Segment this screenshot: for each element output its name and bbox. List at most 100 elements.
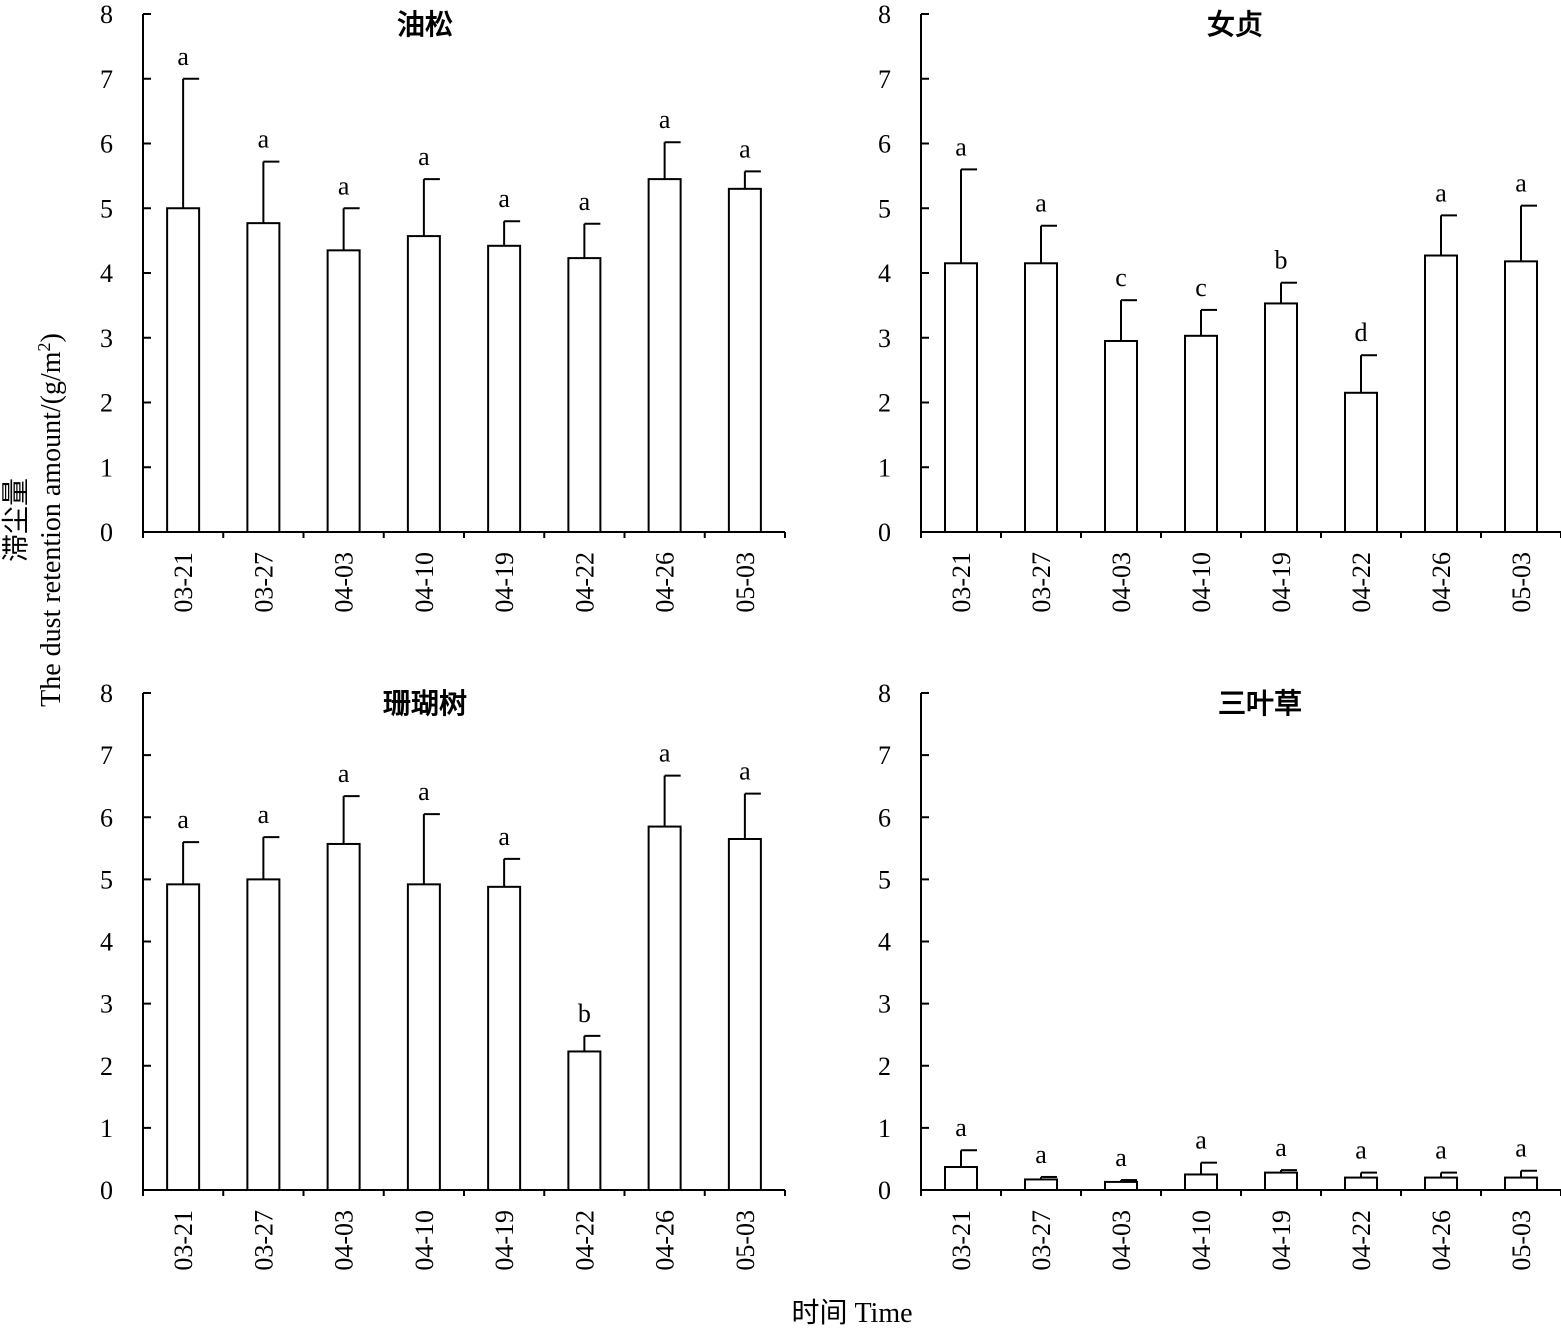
x-axis-title: 时间 Time	[791, 1297, 912, 1329]
significance-label: a	[1275, 1133, 1287, 1162]
significance-label: a	[1115, 1143, 1127, 1172]
bar	[727, 187, 762, 533]
y-tick-label: 7	[878, 65, 891, 94]
bar	[1104, 1180, 1138, 1191]
bar	[1504, 1176, 1538, 1191]
x-tick-label: 05-03	[1507, 552, 1536, 613]
x-tick-label: 04-26	[651, 552, 680, 613]
bar	[1024, 1178, 1058, 1191]
bar	[1264, 302, 1298, 533]
x-tick-label: 04-10	[410, 1210, 439, 1271]
y-tick-label: 4	[100, 928, 113, 957]
bar	[406, 235, 441, 533]
significance-label: a	[1355, 1136, 1367, 1165]
x-tick-label: 04-03	[1107, 1210, 1136, 1271]
significance-label: a	[1515, 169, 1527, 198]
significance-label: a	[418, 777, 430, 806]
significance-label: a	[659, 105, 671, 134]
y-tick-label: 1	[878, 1114, 891, 1143]
bar	[487, 244, 522, 533]
bar	[1504, 260, 1538, 533]
bar	[166, 883, 201, 1191]
y-tick-label: 0	[100, 518, 113, 547]
bar	[246, 878, 281, 1191]
bar	[166, 207, 201, 533]
significance-label: a	[1195, 1126, 1207, 1155]
bar	[647, 825, 682, 1191]
y-tick-label: 7	[100, 65, 113, 94]
y-tick-label: 5	[878, 194, 891, 223]
significance-label: a	[258, 125, 270, 154]
x-tick-label: 03-21	[947, 552, 976, 613]
significance-label: a	[955, 1113, 967, 1142]
x-tick-label: 04-03	[1107, 552, 1136, 613]
bar	[1184, 334, 1218, 533]
y-tick-label: 1	[878, 453, 891, 482]
x-tick-label: 04-19	[490, 1210, 519, 1271]
significance-label: a	[579, 187, 591, 216]
x-tick-label: 04-10	[1187, 1210, 1216, 1271]
x-tick-label: 03-21	[947, 1210, 976, 1271]
y-tick-label: 6	[878, 803, 891, 832]
panel-title: 女贞	[1207, 8, 1263, 41]
bar	[246, 222, 281, 534]
bar	[1424, 1176, 1458, 1191]
x-tick-label: 03-27	[249, 552, 278, 613]
x-tick-label: 04-10	[410, 552, 439, 613]
y-tick-label: 6	[100, 803, 113, 832]
y-axis-title: 滞尘量 The dust retention amount/(g/m2)	[0, 333, 67, 707]
x-tick-label: 04-26	[1427, 1210, 1456, 1271]
x-tick-label: 04-10	[1187, 552, 1216, 613]
x-tick-label: 05-03	[731, 1210, 760, 1271]
significance-label: a	[955, 132, 967, 161]
y-tick-label: 2	[878, 1052, 891, 1081]
significance-label: a	[659, 739, 671, 768]
x-tick-label: 04-22	[570, 552, 599, 613]
y-tick-label: 6	[878, 130, 891, 159]
y-tick-label: 1	[100, 453, 113, 482]
panel-title: 三叶草	[1218, 688, 1302, 720]
significance-label: a	[739, 757, 751, 786]
x-tick-label: 04-26	[1427, 552, 1456, 613]
significance-label: b	[1275, 246, 1288, 275]
significance-label: a	[258, 800, 270, 829]
y-tick-label: 8	[878, 679, 891, 708]
significance-label: a	[418, 142, 430, 171]
significance-label: c	[1195, 273, 1207, 302]
x-tick-label: 03-21	[169, 1210, 198, 1271]
x-tick-label: 03-27	[249, 1210, 278, 1271]
bar	[1024, 262, 1058, 533]
bar	[487, 885, 522, 1192]
bar	[326, 249, 361, 533]
bar	[1264, 1171, 1298, 1191]
panels: 0 1 2 3 4 5 6 7 8 油松 a 03-21 a 03-27 a 04-03 a 04-10 a 04-1…	[100, 0, 1561, 1271]
x-tick-label: 04-22	[1347, 552, 1376, 613]
bar	[1344, 1176, 1378, 1191]
significance-label: c	[1115, 263, 1127, 292]
bar	[647, 178, 682, 534]
y-tick-label: 8	[100, 0, 113, 29]
panel-title: 珊瑚树	[383, 688, 467, 720]
chart-panel-4: 0 1 2 3 4 5 6 7 8 三叶草 a 03-21 a 03-27 a 04-03 a 04-10 a 04-…	[878, 679, 1561, 1271]
y-tick-label: 2	[100, 389, 113, 418]
significance-label: d	[1355, 318, 1368, 347]
y-tick-label: 5	[100, 865, 113, 894]
bar	[1344, 391, 1378, 533]
x-tick-label: 04-19	[490, 552, 519, 613]
significance-label: a	[1435, 1136, 1447, 1165]
significance-label: a	[1035, 1140, 1047, 1169]
y-tick-label: 7	[100, 741, 113, 770]
y-tick-label: 3	[878, 990, 891, 1019]
y-axis-title-end: )	[36, 333, 67, 342]
x-tick-label: 04-22	[570, 1210, 599, 1271]
chart-panel-1: 0 1 2 3 4 5 6 7 8 油松 a 03-21 a 03-27 a 04-03 a 04-10 a 04-1…	[100, 0, 786, 613]
y-tick-label: 3	[100, 990, 113, 1019]
significance-label: a	[1035, 189, 1047, 218]
y-tick-label: 5	[100, 194, 113, 223]
y-tick-label: 4	[100, 259, 113, 288]
significance-label: a	[1435, 178, 1447, 207]
bar	[727, 837, 762, 1192]
y-tick-label: 2	[100, 1052, 113, 1081]
y-tick-label: 3	[100, 324, 113, 353]
bar	[1104, 339, 1138, 533]
